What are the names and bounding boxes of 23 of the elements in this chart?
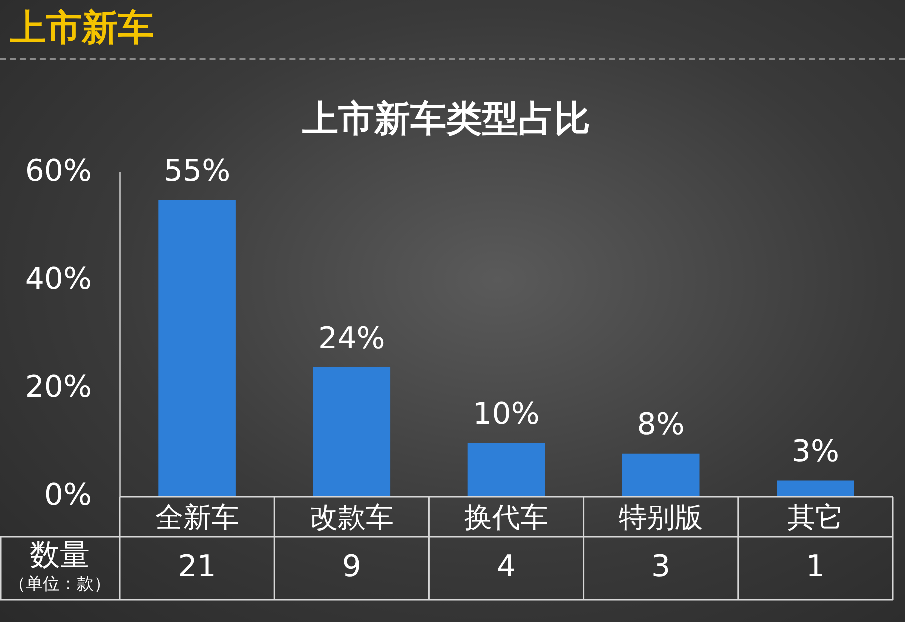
data-label: 10% (473, 396, 540, 432)
x-tick-label: 全新车 (155, 501, 240, 534)
text: 数量 (30, 538, 90, 573)
data-label: 55% (164, 154, 231, 189)
x-tick-label: 其它 (788, 501, 844, 534)
text: 4 (496, 549, 516, 584)
text: 21 (178, 549, 216, 584)
x-tick-label: 换代车 (464, 501, 548, 534)
data-label: 24% (318, 321, 386, 356)
y-tick-label: 40% (25, 262, 92, 297)
y-tick-label: 60% (25, 154, 92, 189)
text: 3 (652, 549, 671, 584)
text: 9 (342, 549, 362, 584)
x-tick-label: 特别版 (619, 501, 704, 534)
data-label: 8% (637, 408, 685, 443)
text: 1 (806, 549, 826, 584)
text: （单位：款） (9, 574, 111, 594)
y-tick-label: 0% (44, 478, 92, 513)
chart-title: 上市新车类型占比 (302, 98, 590, 140)
y-tick-label: 20% (25, 370, 92, 405)
text: 上市新车 (10, 7, 154, 51)
x-tick-label: 改款车 (310, 501, 394, 534)
data-label: 3% (792, 434, 840, 470)
